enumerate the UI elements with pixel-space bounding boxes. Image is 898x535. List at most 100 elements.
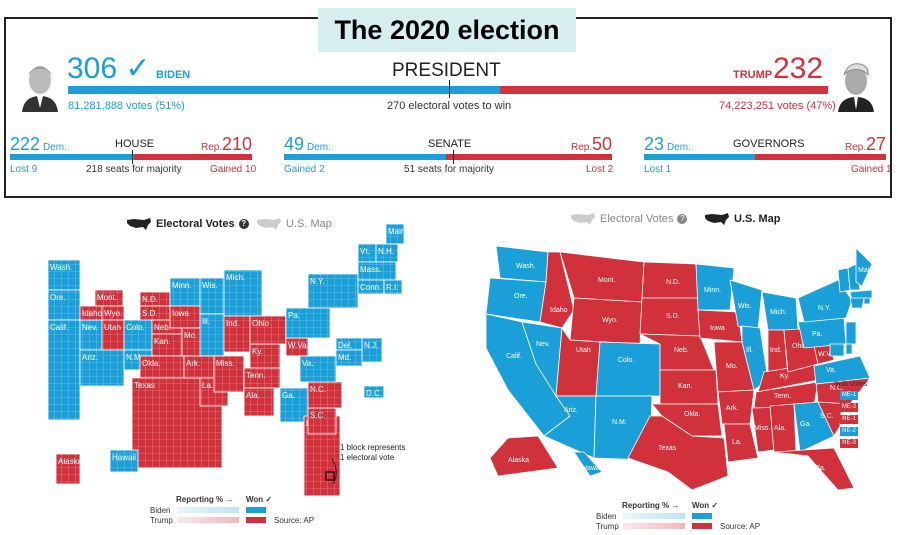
split-vote-me-1: ME-1 bbox=[840, 391, 858, 400]
map-state-hawaii[interactable] bbox=[573, 451, 603, 477]
map-state-okla[interactable] bbox=[651, 403, 723, 437]
map-state-alaska[interactable] bbox=[489, 435, 559, 477]
senate-rep-bar bbox=[446, 154, 612, 160]
toggle-us-map-right[interactable]: U.S. Map bbox=[704, 212, 780, 226]
map-state-colo[interactable] bbox=[595, 341, 661, 397]
legend-won: Won ✓ bbox=[246, 495, 273, 504]
trump-electoral-count: 232 bbox=[773, 52, 824, 85]
map-label-maine: Maine bbox=[858, 267, 876, 274]
house-rep-change: Gained 10 bbox=[210, 164, 257, 175]
us-silhouette-icon bbox=[705, 213, 729, 225]
map-label-va: Va. bbox=[826, 367, 836, 374]
map-state-del[interactable] bbox=[845, 343, 853, 355]
cartogram-grid-kan bbox=[152, 334, 182, 356]
map-state-ny[interactable] bbox=[797, 279, 853, 323]
cartogram-grid-sc bbox=[308, 408, 336, 434]
legend-biden: Biden bbox=[150, 506, 171, 515]
map-label-ind: Ind. bbox=[770, 347, 782, 354]
map-label-nc: N.C. bbox=[830, 385, 844, 392]
map-label-okla: Okla. bbox=[684, 411, 700, 418]
map-label-wyo: Wyo. bbox=[602, 317, 618, 324]
cartogram-label-ind: Ind. bbox=[226, 319, 239, 328]
cartogram-label-wis: Wis. bbox=[202, 281, 218, 290]
senate-dem-label: Dem. bbox=[307, 142, 331, 153]
president-label: PRESIDENT bbox=[392, 60, 501, 81]
map-state-texas[interactable] bbox=[627, 415, 729, 490]
trump-name: TRUMP bbox=[733, 69, 773, 81]
toggle-electoral-votes-label: Electoral Votes bbox=[156, 217, 235, 230]
winner-check-icon: ✓ bbox=[125, 52, 151, 85]
senate-dem-change: Gained 2 bbox=[284, 164, 325, 175]
map-label-kan: Kan. bbox=[678, 383, 692, 390]
cartogram-grid-wash bbox=[48, 260, 80, 290]
toggle-electoral-votes-right-label: Electoral Votes bbox=[600, 212, 674, 225]
cartogram-label-alaska: Alaska bbox=[58, 457, 83, 466]
majority-text: 270 electoral votes to win bbox=[387, 100, 512, 112]
legend-trump-right: Trump bbox=[596, 522, 619, 531]
map-state-md[interactable] bbox=[829, 343, 845, 357]
map-label-tenn: Tenn. bbox=[774, 393, 791, 400]
cartogram-label-ga: Ga. bbox=[282, 391, 295, 400]
cartogram-label-pa: Pa. bbox=[288, 311, 300, 320]
governors-dem-bar bbox=[644, 154, 755, 160]
cartogram-label-nd: N.D. bbox=[142, 295, 158, 304]
senate-rep-change: Lost 2 bbox=[586, 164, 614, 175]
map-label-idaho: Idaho bbox=[550, 307, 568, 314]
map-state-ri[interactable] bbox=[863, 297, 871, 305]
cartogram-label-mich: Mich. bbox=[226, 273, 245, 282]
cartogram-grid-hawaii bbox=[110, 450, 138, 472]
trump-popular-votes: 74,223,251 votes (47%) bbox=[719, 100, 836, 112]
legend-trump-won-swatch bbox=[246, 517, 266, 523]
cartogram-grid-mich bbox=[224, 270, 262, 316]
map-state-ore[interactable] bbox=[485, 277, 547, 323]
help-icon[interactable]: ? bbox=[238, 219, 249, 229]
biden-popular-votes: 81,281,888 votes (51%) bbox=[68, 100, 185, 112]
cartogram-label-wyo: Wyo. bbox=[104, 309, 122, 318]
governors-rep-bar bbox=[755, 154, 886, 160]
map-label-nev: Nev. bbox=[536, 341, 550, 348]
house-majority-marker bbox=[132, 150, 133, 164]
cartogram-grid-ark bbox=[184, 356, 214, 378]
cartogram-grid-ohio bbox=[250, 316, 286, 344]
map-state-maine[interactable] bbox=[855, 247, 873, 287]
house-rep-label: Rep. bbox=[201, 142, 223, 153]
map-state-nj[interactable] bbox=[845, 321, 857, 345]
map-state-minn[interactable] bbox=[695, 263, 735, 311]
toggle-electoral-votes-right[interactable]: Electoral Votes? bbox=[570, 212, 688, 226]
map-state-ariz[interactable] bbox=[543, 395, 597, 459]
cartogram-label-nj: N.J. bbox=[364, 341, 378, 350]
cartogram-label-va: Va. bbox=[302, 359, 313, 368]
toggle-electoral-votes[interactable]: Electoral Votes? bbox=[126, 217, 249, 231]
map-label-neb: Neb. bbox=[674, 347, 689, 354]
toggle-us-map[interactable]: U.S. Map bbox=[256, 217, 332, 231]
cartogram-label-ariz: Ariz. bbox=[82, 353, 98, 362]
annotation-line2: 1 electoral vote bbox=[340, 453, 395, 462]
cartogram-label-wva: W.Va. bbox=[288, 341, 309, 350]
map-state-va[interactable] bbox=[813, 355, 871, 385]
cartogram-grid-conn bbox=[358, 280, 384, 294]
cartogram-grid-pa bbox=[286, 308, 330, 338]
map-state-conn[interactable] bbox=[849, 297, 865, 309]
map-state-la[interactable] bbox=[723, 423, 759, 463]
cartogram-label-iowa: Iowa bbox=[172, 309, 189, 318]
cartogram-label-nev: Nev. bbox=[82, 323, 98, 332]
house-majority-text: 218 seats for majority bbox=[86, 164, 182, 175]
cartogram-grid-ala bbox=[244, 388, 274, 416]
map-label-ark: Ark. bbox=[726, 405, 739, 412]
governors-label: GOVERNORS bbox=[733, 138, 805, 150]
senate-rep-label: Rep. bbox=[571, 142, 593, 153]
split-votes-list: ME-1 ME-2 NE-1 NE-2 NE-3 bbox=[840, 391, 858, 451]
cartogram-grid-okla bbox=[140, 356, 184, 378]
house-label: HOUSE bbox=[115, 138, 155, 150]
map-label-wva: W.Va. bbox=[818, 351, 836, 358]
map-label-ore: Ore. bbox=[514, 293, 528, 300]
cartogram-label-ri: R.I. bbox=[386, 283, 398, 292]
cartogram-grid-ore bbox=[48, 290, 80, 320]
map-state-mass[interactable] bbox=[849, 289, 873, 301]
cartogram-grid-wva bbox=[286, 338, 308, 356]
cartogram-label-md: Md. bbox=[338, 353, 351, 362]
legend-biden-won-swatch-right bbox=[692, 513, 712, 519]
help-icon[interactable]: ? bbox=[677, 214, 688, 224]
cartogram-grid-calif bbox=[48, 320, 80, 420]
map-state-fla[interactable] bbox=[773, 447, 855, 490]
